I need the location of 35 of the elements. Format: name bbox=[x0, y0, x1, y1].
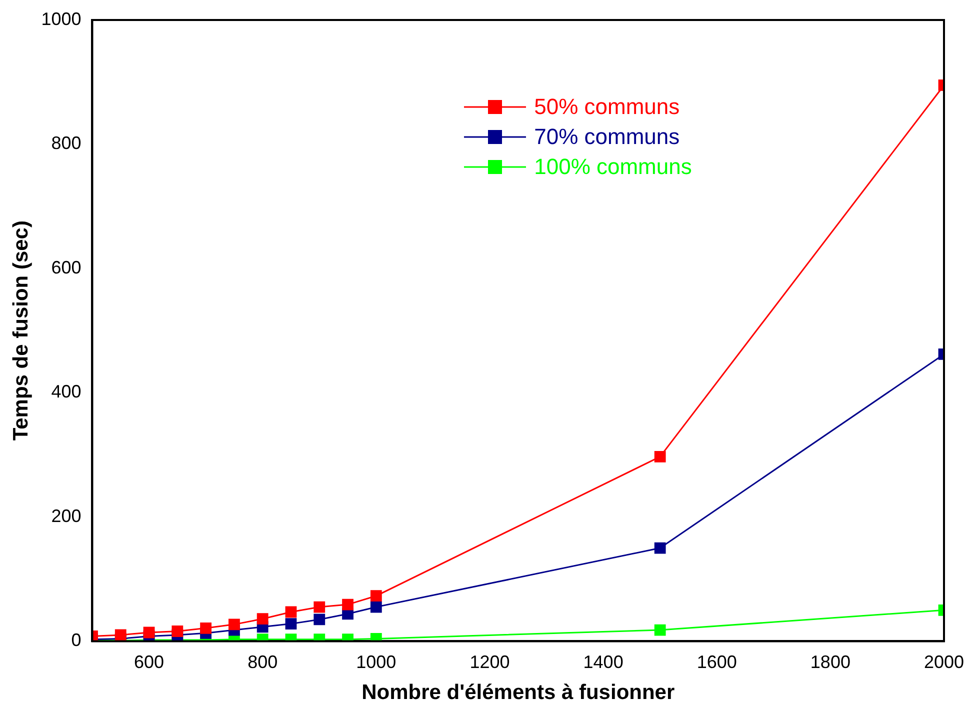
point bbox=[370, 590, 382, 602]
point bbox=[228, 618, 240, 630]
legend-label: 70% communs bbox=[534, 124, 680, 150]
point bbox=[314, 601, 326, 613]
legend-label: 50% communs bbox=[534, 94, 680, 120]
y-tick-label: 800 bbox=[51, 133, 82, 154]
x-tick-label: 1000 bbox=[356, 652, 396, 672]
point bbox=[143, 626, 155, 638]
point bbox=[256, 613, 268, 625]
point bbox=[285, 618, 297, 630]
y-tick-label: 600 bbox=[51, 257, 82, 278]
y-tick-label: 400 bbox=[51, 382, 82, 402]
x-axis-title: Nombre d'éléments à fusionner bbox=[362, 681, 675, 704]
y-tick-label: 200 bbox=[51, 506, 82, 526]
x-tick-label: 1200 bbox=[470, 652, 510, 672]
x-tick-label: 1400 bbox=[583, 652, 624, 672]
x-tick-label: 2000 bbox=[924, 652, 964, 672]
y-axis-title: Temps de fusion (sec) bbox=[9, 220, 32, 441]
point bbox=[200, 622, 212, 634]
y-tick-label: 1000 bbox=[41, 8, 82, 29]
point bbox=[342, 598, 354, 610]
y-tick-label: 0 bbox=[71, 630, 82, 650]
point bbox=[654, 542, 666, 554]
point bbox=[654, 624, 666, 636]
point bbox=[285, 606, 297, 618]
x-tick-label: 600 bbox=[134, 652, 164, 672]
x-tick-label: 1600 bbox=[696, 652, 737, 672]
x-tick-label: 800 bbox=[248, 652, 278, 672]
point bbox=[172, 626, 184, 637]
point bbox=[114, 629, 126, 641]
point bbox=[314, 614, 326, 626]
x-tick-label: 1800 bbox=[810, 652, 850, 672]
legend-label: 100% communs bbox=[534, 154, 692, 180]
point bbox=[654, 451, 666, 462]
point bbox=[370, 601, 382, 613]
